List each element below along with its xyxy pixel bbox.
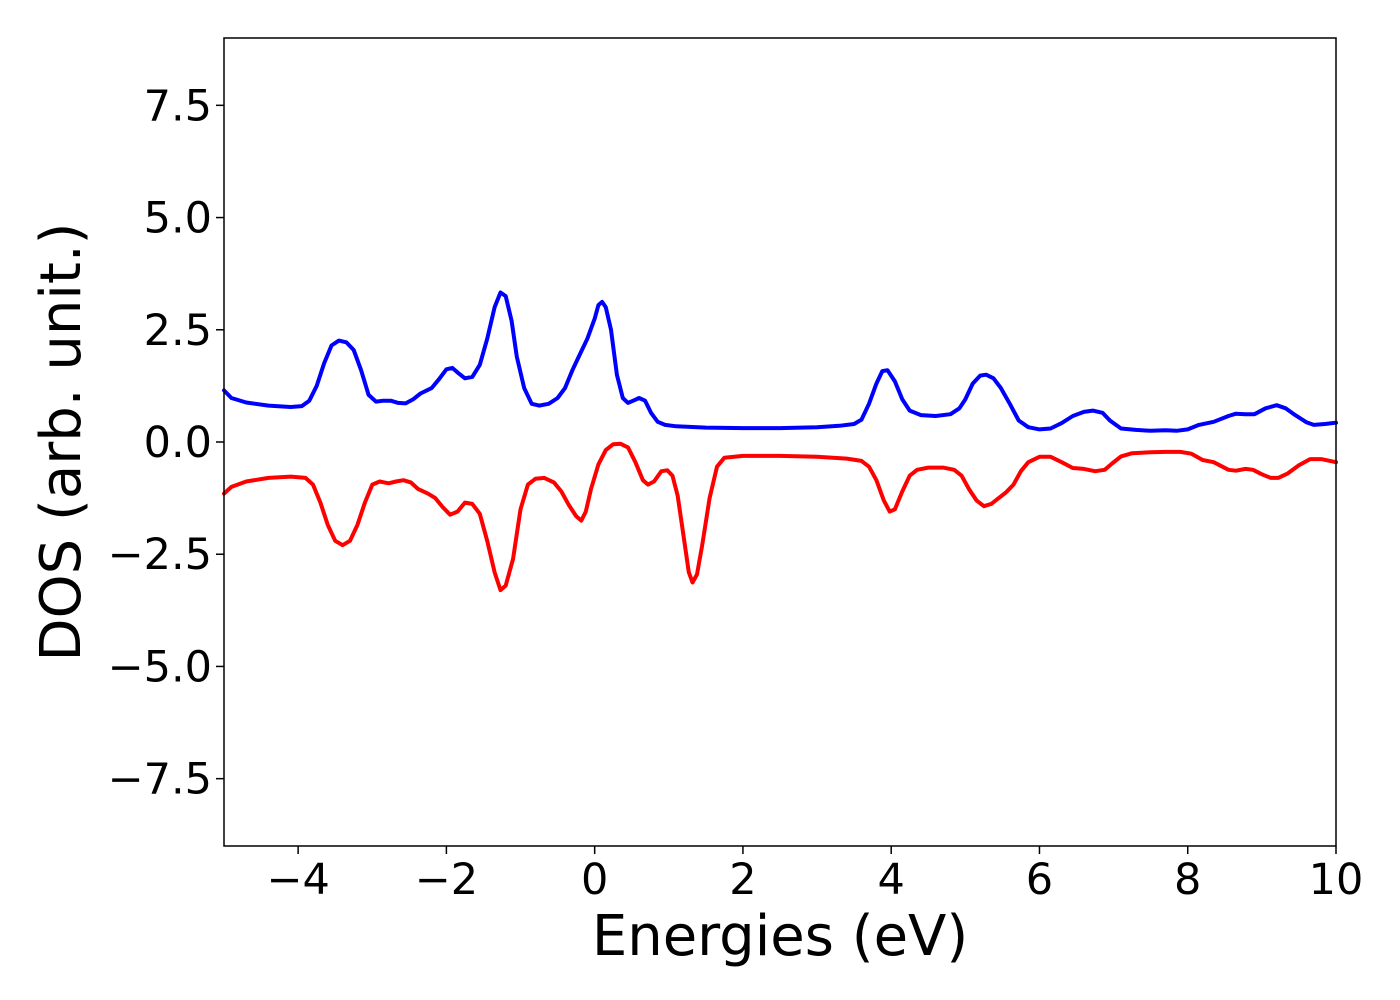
plot-frame <box>223 37 1337 847</box>
x-tick-label: 2 <box>729 855 756 905</box>
y-tick-label: −2.5 <box>108 530 212 580</box>
y-tick-label: −5.0 <box>108 642 212 692</box>
y-tick-label: 0.0 <box>144 418 212 468</box>
x-tick-label: 6 <box>1026 855 1053 905</box>
x-tick-label: −2 <box>415 855 478 905</box>
y-tick-label: 5.0 <box>144 194 212 244</box>
y-tick-label: −7.5 <box>108 755 212 805</box>
x-axis-label: Energies (eV) <box>592 904 968 969</box>
x-tick-label: 10 <box>1309 855 1364 905</box>
y-axis-label: DOS (arb. unit.) <box>29 222 94 661</box>
x-tick-label: −4 <box>266 855 329 905</box>
x-tick-label: 8 <box>1174 855 1201 905</box>
series-line-0 <box>222 290 1338 433</box>
series-line-1 <box>222 441 1338 593</box>
x-axis-ticks: −4 −2 0 2 4 6 8 10 <box>266 846 1363 905</box>
plot-lines <box>222 290 1338 593</box>
y-tick-label: 2.5 <box>144 306 212 356</box>
y-axis-ticks: 7.5 5.0 2.5 0.0 −2.5 −5.0 −7.5 <box>108 81 224 805</box>
y-tick-label: 7.5 <box>144 81 212 131</box>
x-tick-label: 0 <box>581 855 608 905</box>
x-tick-label: 4 <box>878 855 905 905</box>
